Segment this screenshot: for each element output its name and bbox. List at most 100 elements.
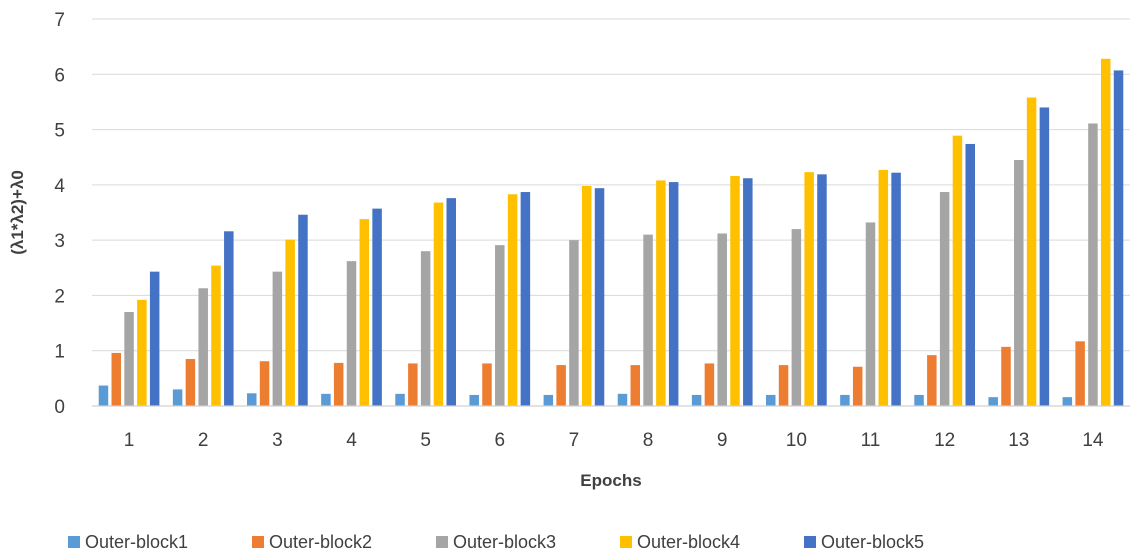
bar-outer-block4-epoch-13 — [1026, 97, 1037, 406]
bar-outer-block2-epoch-12 — [927, 355, 937, 406]
bar-outer-block5-epoch-1 — [149, 271, 160, 406]
bars — [98, 58, 1124, 407]
legend: Outer-block1 Outer-block2 Outer-block3 Oute… — [68, 532, 924, 552]
bar-outer-block1-epoch-6 — [469, 394, 479, 406]
bar-outer-block5-epoch-4 — [372, 208, 382, 406]
bar-outer-block2-epoch-7 — [556, 365, 566, 406]
legend-item-outer-block2: Outer-block2 — [252, 532, 372, 552]
bar-outer-block3-epoch-5 — [420, 251, 431, 406]
bar-outer-block3-epoch-13 — [1014, 159, 1024, 406]
bar-outer-block4-epoch-3 — [285, 239, 295, 406]
bar-outer-block2-epoch-5 — [408, 363, 418, 406]
legend-label: Outer-block4 — [637, 532, 740, 552]
legend-item-outer-block4: Outer-block4 — [620, 532, 740, 552]
y-tick-label: 3 — [54, 231, 65, 252]
bar-outer-block4-epoch-12 — [952, 135, 963, 406]
legend-swatch — [68, 536, 80, 548]
legend-label: Outer-block5 — [821, 532, 924, 552]
legend-item-outer-block3: Outer-block3 — [436, 532, 556, 552]
x-tick-label: 9 — [717, 430, 728, 451]
bar-outer-block1-epoch-7 — [543, 394, 554, 406]
bar-outer-block3-epoch-2 — [198, 288, 208, 406]
y-tick-labels: 0 1 2 3 4 5 6 7 — [54, 10, 65, 418]
x-tick-label: 13 — [1008, 430, 1029, 451]
y-tick-label: 1 — [54, 342, 65, 363]
legend-item-outer-block5: Outer-block5 — [804, 532, 924, 552]
bar-outer-block5-epoch-3 — [298, 214, 308, 406]
y-tick-label: 5 — [54, 121, 65, 142]
bar-outer-block3-epoch-9 — [717, 233, 727, 406]
bar-outer-block4-epoch-8 — [656, 180, 666, 406]
bar-outer-block2-epoch-13 — [1001, 346, 1011, 406]
legend-swatch — [436, 536, 448, 548]
bar-outer-block4-epoch-5 — [433, 202, 444, 406]
x-tick-label: 2 — [198, 430, 209, 451]
bar-outer-block1-epoch-11 — [840, 394, 850, 406]
x-tick-label: 8 — [643, 430, 654, 451]
bar-outer-block3-epoch-1 — [124, 312, 134, 406]
x-tick-label: 11 — [861, 430, 881, 451]
x-axis-title: Epochs — [580, 471, 641, 490]
x-tick-label: 10 — [786, 430, 807, 451]
bar-outer-block4-epoch-9 — [730, 176, 740, 406]
x-tick-label: 6 — [494, 430, 505, 451]
bar-outer-block3-epoch-3 — [272, 271, 283, 406]
x-tick-label: 12 — [934, 430, 955, 451]
bar-outer-block5-epoch-7 — [594, 188, 605, 406]
bar-outer-block3-epoch-6 — [495, 245, 505, 406]
legend-swatch — [804, 536, 816, 548]
bar-outer-block2-epoch-11 — [852, 366, 863, 406]
bar-outer-block4-epoch-10 — [804, 172, 814, 406]
bar-outer-block2-epoch-1 — [111, 352, 122, 406]
gridlines — [92, 18, 1130, 352]
y-tick-label: 4 — [54, 176, 65, 197]
bar-outer-block1-epoch-3 — [247, 393, 257, 406]
bar-outer-block4-epoch-4 — [359, 219, 370, 406]
bar-outer-block5-epoch-10 — [817, 174, 827, 406]
bar-outer-block1-epoch-5 — [395, 393, 405, 406]
bar-outer-block4-epoch-7 — [581, 185, 592, 406]
bar-outer-block1-epoch-4 — [321, 393, 331, 406]
bar-outer-block4-epoch-11 — [878, 169, 889, 406]
bar-outer-block5-epoch-14 — [1113, 70, 1124, 407]
bar-outer-block4-epoch-6 — [507, 194, 518, 406]
bar-outer-block1-epoch-8 — [617, 393, 628, 406]
bar-outer-block3-epoch-7 — [569, 240, 579, 406]
bar-outer-block5-epoch-5 — [446, 198, 456, 406]
bar-outer-block5-epoch-2 — [224, 231, 234, 406]
bar-outer-block2-epoch-3 — [259, 361, 270, 406]
y-tick-label: 6 — [54, 65, 65, 86]
x-tick-labels: 1 2 3 4 5 6 7 8 9 10 11 12 13 14 — [124, 430, 1104, 451]
bar-outer-block5-epoch-12 — [965, 143, 975, 406]
bar-outer-block3-epoch-11 — [865, 222, 876, 406]
bar-outer-block4-epoch-14 — [1100, 58, 1111, 407]
bar-outer-block2-epoch-4 — [333, 362, 344, 406]
bar-outer-block1-epoch-2 — [172, 389, 183, 406]
bar-outer-block2-epoch-10 — [778, 365, 789, 406]
y-tick-label: 7 — [54, 10, 65, 31]
bar-outer-block4-epoch-2 — [211, 265, 221, 406]
legend-item-outer-block1: Outer-block1 — [68, 532, 188, 552]
bar-outer-block1-epoch-1 — [98, 385, 109, 406]
bar-outer-block5-epoch-9 — [743, 178, 753, 406]
bar-outer-block2-epoch-2 — [185, 359, 196, 406]
bar-outer-block1-epoch-12 — [914, 394, 924, 406]
y-tick-label: 2 — [54, 286, 65, 307]
bar-outer-block3-epoch-12 — [939, 192, 950, 406]
bar-outer-block2-epoch-6 — [482, 363, 492, 406]
bar-outer-block2-epoch-14 — [1075, 341, 1085, 406]
x-tick-label: 5 — [420, 430, 431, 451]
legend-swatch — [252, 536, 264, 548]
bar-outer-block1-epoch-10 — [766, 394, 776, 406]
legend-label: Outer-block3 — [453, 532, 556, 552]
y-axis-title: (λ1*λ2)+λ0 — [8, 170, 27, 255]
bar-outer-block5-epoch-8 — [668, 182, 679, 406]
legend-label: Outer-block1 — [85, 532, 188, 552]
bar-outer-block3-epoch-4 — [346, 261, 357, 406]
x-tick-label: 14 — [1082, 430, 1104, 451]
x-tick-label: 3 — [272, 430, 283, 451]
bar-outer-block1-epoch-9 — [691, 394, 702, 406]
bar-outer-block3-epoch-10 — [791, 229, 802, 406]
bar-outer-block3-epoch-14 — [1088, 123, 1098, 407]
